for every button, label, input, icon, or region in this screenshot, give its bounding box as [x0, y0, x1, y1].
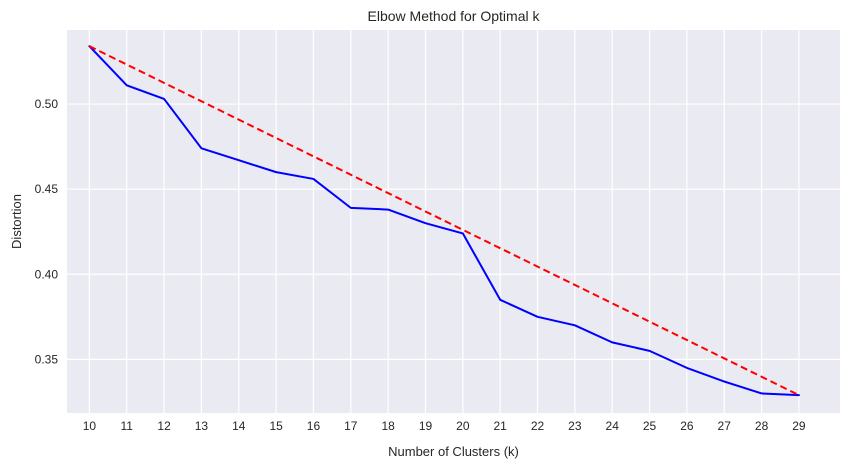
x-tick-label: 21	[493, 419, 507, 433]
series-lines	[88, 45, 800, 397]
y-tick-label: 0.50	[35, 97, 59, 111]
x-tick-label: 17	[344, 419, 358, 433]
x-tick-label: 19	[419, 419, 433, 433]
x-tick-label: 25	[643, 419, 657, 433]
x-tick-label: 16	[307, 419, 321, 433]
x-tick-label: 20	[456, 419, 470, 433]
x-tick-label: 13	[195, 419, 209, 433]
x-tick-label: 15	[269, 419, 283, 433]
x-tick-label: 26	[680, 419, 694, 433]
x-axis-label: Number of Clusters (k)	[388, 444, 519, 459]
x-tick-label: 23	[568, 419, 582, 433]
plot-background	[67, 30, 840, 413]
x-tick-label: 28	[755, 419, 769, 433]
x-tick-label: 11	[121, 419, 134, 433]
x-tick-label: 18	[381, 419, 395, 433]
x-tick-label: 10	[83, 419, 97, 433]
grid-lines	[67, 30, 840, 413]
x-tick-label: 27	[718, 419, 732, 433]
y-tick-label: 0.40	[35, 267, 59, 281]
x-tick-label: 29	[792, 419, 806, 433]
x-tick-labels: 10 11 12 13 14 15 16 17 18 19 20 21 22 23 24 25 26 27 28 29	[83, 419, 806, 433]
x-tick-label: 24	[606, 419, 620, 433]
y-tick-label: 0.45	[35, 182, 59, 196]
y-tick-labels: 0.35 0.40 0.45 0.50	[35, 97, 59, 366]
chart-title: Elbow Method for Optimal k	[368, 8, 541, 24]
x-tick-label: 14	[232, 419, 246, 433]
distortion-line	[88, 45, 800, 397]
x-tick-label: 12	[157, 419, 171, 433]
y-tick-label: 0.35	[35, 352, 59, 366]
x-tick-label: 22	[531, 419, 545, 433]
y-axis-label: Distortion	[9, 194, 24, 249]
